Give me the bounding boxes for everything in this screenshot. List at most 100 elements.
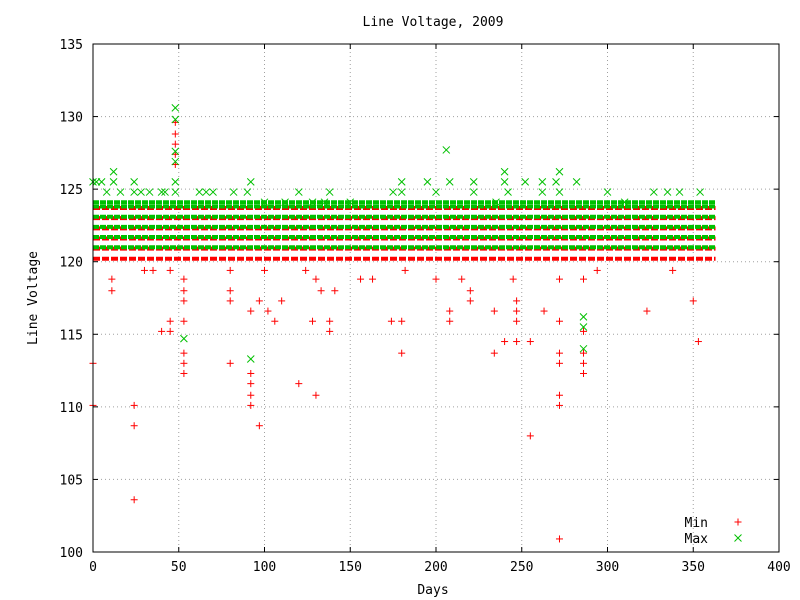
max-point bbox=[145, 188, 154, 196]
min-point bbox=[271, 317, 279, 325]
min-point bbox=[689, 297, 697, 305]
max-point bbox=[675, 188, 684, 196]
min-point bbox=[171, 140, 179, 148]
min-point bbox=[180, 359, 188, 367]
max-point bbox=[109, 178, 118, 186]
min-point bbox=[226, 359, 234, 367]
min-point bbox=[130, 496, 138, 504]
max-point bbox=[492, 198, 500, 207]
max-point bbox=[130, 188, 139, 196]
max-point bbox=[171, 178, 180, 186]
min-point bbox=[180, 287, 188, 295]
min-point bbox=[247, 380, 255, 388]
max-point bbox=[572, 178, 581, 186]
min-point bbox=[555, 317, 563, 325]
max-point bbox=[579, 344, 588, 353]
max-point bbox=[696, 188, 704, 196]
min-point bbox=[247, 307, 255, 315]
min-point bbox=[579, 275, 587, 283]
min-point bbox=[555, 535, 563, 543]
legend-label-max: Max bbox=[685, 532, 709, 547]
max-point bbox=[445, 178, 454, 186]
max-point bbox=[281, 198, 289, 207]
x-tick-label: 400 bbox=[767, 560, 790, 575]
max-point bbox=[102, 188, 111, 196]
min-point bbox=[643, 307, 651, 315]
min-point bbox=[158, 327, 166, 335]
min-point bbox=[513, 338, 521, 346]
max-point bbox=[538, 188, 547, 196]
min-point bbox=[180, 369, 188, 377]
min-point bbox=[446, 317, 454, 325]
max-point bbox=[620, 198, 629, 207]
min-point bbox=[317, 287, 325, 295]
min-point bbox=[398, 349, 406, 357]
min-point bbox=[264, 307, 272, 315]
min-point bbox=[302, 266, 310, 274]
min-point bbox=[432, 275, 440, 283]
max-point bbox=[397, 188, 406, 196]
max-point bbox=[202, 188, 211, 196]
min-point bbox=[166, 266, 174, 274]
max-point bbox=[663, 188, 672, 196]
max-point bbox=[157, 188, 166, 196]
min-point bbox=[490, 307, 498, 315]
max-point bbox=[579, 313, 588, 321]
x-tick-label: 350 bbox=[682, 560, 705, 575]
min-point bbox=[401, 266, 409, 274]
min-point bbox=[312, 391, 320, 399]
max-point bbox=[171, 147, 180, 156]
max-point bbox=[260, 198, 269, 207]
max-point bbox=[229, 188, 238, 196]
max-point bbox=[320, 198, 329, 207]
y-tick-label: 100 bbox=[60, 546, 83, 561]
max-point bbox=[195, 188, 204, 196]
legend-label-min: Min bbox=[685, 516, 708, 531]
min-point bbox=[171, 130, 179, 138]
x-axis-title: Days bbox=[417, 583, 448, 598]
min-point bbox=[369, 275, 377, 283]
min-point bbox=[513, 317, 521, 325]
max-point bbox=[469, 178, 478, 186]
min-point bbox=[540, 307, 548, 315]
max-point bbox=[603, 188, 612, 196]
y-tick-label: 125 bbox=[60, 183, 83, 198]
min-point bbox=[579, 369, 587, 377]
min-point bbox=[226, 266, 234, 274]
chart-title: Line Voltage, 2009 bbox=[363, 15, 504, 30]
max-point bbox=[389, 188, 397, 196]
max-point bbox=[109, 167, 118, 176]
max-point bbox=[555, 188, 564, 196]
y-tick-label: 135 bbox=[60, 38, 83, 53]
max-point bbox=[397, 178, 406, 186]
min-point bbox=[387, 317, 395, 325]
y-tick-label: 130 bbox=[60, 111, 83, 126]
y-tick-label: 115 bbox=[60, 328, 83, 343]
min-point bbox=[513, 297, 521, 305]
legend: Min Max bbox=[685, 516, 742, 547]
x-tick-label: 100 bbox=[253, 560, 276, 575]
min-point bbox=[261, 266, 268, 274]
min-point bbox=[669, 266, 677, 274]
max-point bbox=[649, 188, 658, 196]
max-point bbox=[294, 188, 303, 196]
min-point bbox=[180, 275, 188, 283]
max-point bbox=[500, 167, 509, 176]
min-point bbox=[309, 317, 317, 325]
max-point bbox=[161, 188, 169, 196]
min-point bbox=[247, 369, 255, 377]
min-point bbox=[331, 287, 339, 295]
max-point bbox=[432, 188, 440, 196]
min-point bbox=[579, 327, 587, 335]
max-point bbox=[346, 198, 355, 207]
min-point bbox=[130, 422, 138, 430]
max-point bbox=[243, 188, 252, 196]
min-point bbox=[579, 359, 587, 367]
min-point bbox=[180, 317, 188, 325]
max-point bbox=[209, 188, 217, 196]
min-point bbox=[398, 317, 406, 325]
min-point bbox=[694, 338, 702, 346]
min-point bbox=[166, 317, 174, 325]
min-point bbox=[555, 391, 563, 399]
axis-ticks: 0 50 100 150 200 250 300 350 400 100 105 110 115 120 1… bbox=[60, 38, 791, 575]
